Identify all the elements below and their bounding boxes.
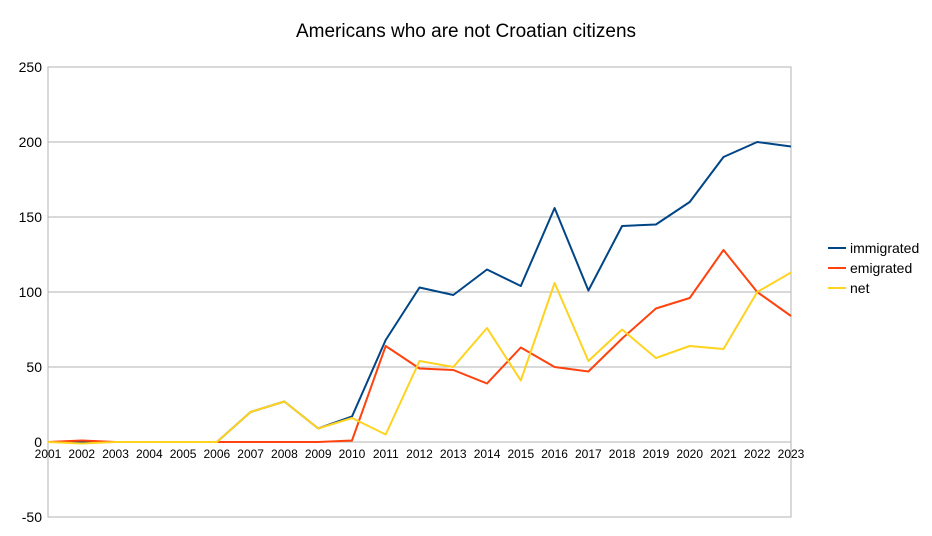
x-tick-label: 2013 (440, 447, 467, 461)
chart-title: Americans who are not Croatian citizens (296, 21, 636, 42)
y-axis-ticks: 250 200 150 100 50 0 -50 (19, 59, 43, 525)
x-tick-label: 2010 (339, 447, 366, 461)
x-tick-label: 2008 (271, 447, 298, 461)
x-axis-ticks: 2001 2002 2003 2004 2005 2006 2007 2008 2009 2010… (35, 447, 805, 461)
x-tick-label: 2006 (204, 447, 231, 461)
x-tick-label: 2003 (102, 447, 129, 461)
legend-label-immigrated: immigrated (850, 240, 919, 256)
y-tick-label: -50 (22, 509, 42, 525)
x-tick-label: 2011 (373, 447, 399, 461)
x-tick-label: 2018 (609, 447, 636, 461)
y-tick-label: 0 (34, 434, 42, 450)
x-tick-label: 2015 (507, 447, 534, 461)
x-tick-label: 2007 (237, 447, 264, 461)
x-tick-label: 2019 (643, 447, 670, 461)
series-lines (47, 141, 792, 445)
x-tick-label: 2021 (710, 447, 737, 461)
x-tick-label: 2017 (575, 447, 602, 461)
x-tick-label: 2020 (676, 447, 703, 461)
x-tick-label: 2009 (305, 447, 332, 461)
y-tick-label: 50 (26, 359, 42, 375)
x-tick-label: 2005 (170, 447, 197, 461)
legend: immigrated emigrated net (828, 240, 919, 296)
x-tick-label: 2022 (744, 447, 771, 461)
y-tick-label: 100 (19, 284, 43, 300)
x-tick-label: 2002 (68, 447, 95, 461)
y-tick-label: 150 (19, 209, 43, 225)
y-tick-label: 200 (19, 134, 43, 150)
series-line-net (47, 271, 792, 445)
series-line-emigrated (47, 249, 792, 443)
x-tick-label: 2023 (778, 447, 805, 461)
x-tick-label: 2012 (406, 447, 433, 461)
plot-frame (47, 66, 792, 518)
y-tick-label: 250 (19, 59, 43, 75)
x-tick-label: 2004 (136, 447, 163, 461)
x-tick-label: 2001 (35, 447, 62, 461)
legend-label-emigrated: emigrated (850, 260, 912, 276)
legend-label-net: net (850, 280, 870, 296)
x-tick-label: 2014 (474, 447, 501, 461)
x-tick-label: 2016 (541, 447, 568, 461)
